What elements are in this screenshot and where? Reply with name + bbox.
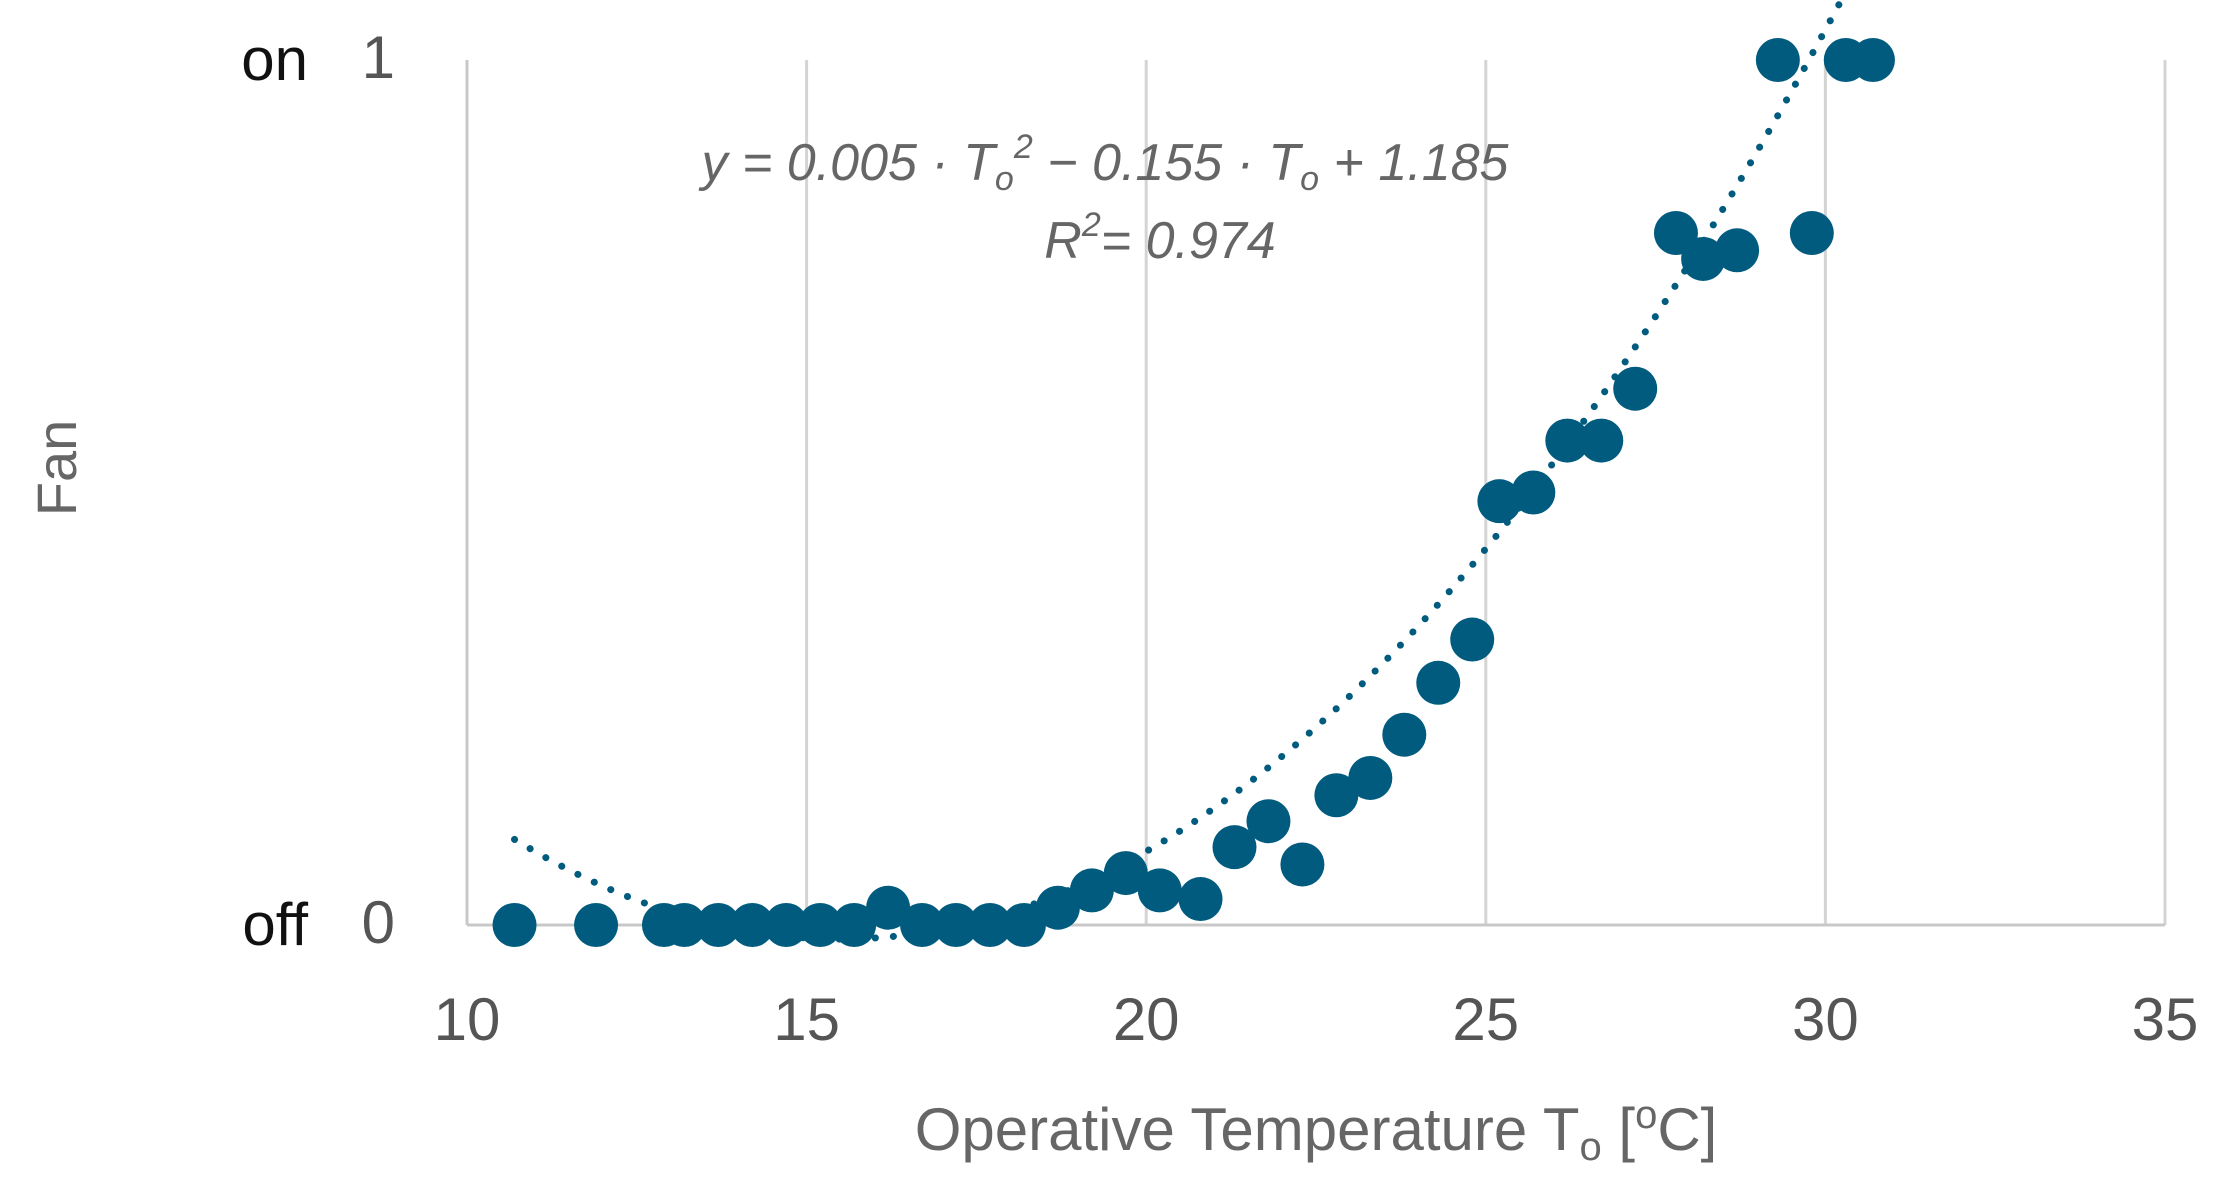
y-tick-label-1: 1 — [362, 24, 395, 91]
data-point-34 — [1715, 228, 1760, 273]
data-point-35 — [1755, 38, 1800, 82]
data-point-7 — [798, 903, 843, 947]
data-points — [492, 38, 1895, 947]
data-point-30 — [1579, 418, 1624, 463]
data-point-36 — [1789, 211, 1834, 255]
data-point-4 — [696, 903, 741, 947]
data-point-16 — [1103, 851, 1148, 896]
x-tick-label-35: 35 — [2132, 986, 2199, 1053]
x-axis-title: Operative Temperature To [oC] — [915, 1093, 1718, 1169]
data-point-29 — [1545, 418, 1590, 463]
equation-subscript-1: o — [995, 160, 1014, 198]
equation-subscript-2: o — [1300, 160, 1319, 198]
x-axis-title-subscript: o — [1579, 1125, 1601, 1169]
data-point-32 — [1653, 211, 1698, 255]
data-point-21 — [1280, 842, 1325, 887]
data-point-3 — [662, 903, 707, 947]
data-point-6 — [764, 903, 809, 947]
x-tick-label-10: 10 — [434, 986, 501, 1053]
data-point-26 — [1450, 617, 1495, 662]
equation-part-y: y = 0.005 · T — [699, 134, 999, 192]
data-point-18 — [1178, 877, 1223, 922]
r-superscript: 2 — [1081, 206, 1101, 244]
y-state-label-off: off — [242, 891, 308, 958]
data-point-13 — [1001, 903, 1046, 947]
data-point-24 — [1382, 712, 1427, 757]
data-point-28 — [1511, 470, 1556, 515]
y-axis-title: Fan — [25, 420, 88, 517]
data-point-33 — [1681, 236, 1726, 281]
data-point-1 — [574, 903, 619, 947]
equation-superscript: 2 — [1013, 128, 1033, 166]
x-tick-label-15: 15 — [773, 986, 840, 1053]
data-point-12 — [967, 903, 1012, 947]
trendline-equation: y = 0.005 · To2 − 0.155 · To + 1.185 — [699, 128, 1510, 198]
x-tick-label-20: 20 — [1113, 986, 1180, 1053]
x-tick-label-25: 25 — [1452, 986, 1519, 1053]
data-point-9 — [866, 885, 911, 930]
data-point-11 — [934, 903, 979, 947]
data-point-20 — [1246, 799, 1291, 844]
data-point-5 — [730, 903, 775, 947]
data-point-22 — [1314, 773, 1359, 818]
y-tick-label-0: 0 — [362, 889, 395, 956]
data-point-25 — [1416, 660, 1461, 705]
x-axis-title-unit-sup: o — [1635, 1093, 1657, 1137]
y-state-label-on: on — [241, 26, 308, 93]
x-axis-title-unit-close: C] — [1657, 1096, 1717, 1163]
r-squared-label: R2= 0.974 — [1044, 206, 1275, 270]
data-point-15 — [1069, 868, 1114, 913]
x-tick-label-30: 30 — [1792, 986, 1859, 1053]
data-point-8 — [832, 903, 877, 947]
r-label: R — [1044, 212, 1082, 270]
data-point-19 — [1212, 825, 1257, 870]
equation-part-mid: − 0.155 · T — [1033, 134, 1304, 192]
data-point-0 — [492, 903, 537, 947]
data-point-17 — [1137, 868, 1182, 913]
data-point-10 — [900, 903, 945, 947]
data-point-14 — [1035, 885, 1080, 930]
data-point-27 — [1477, 479, 1522, 524]
x-axis-title-unit-open: [ — [1602, 1096, 1636, 1163]
x-axis-title-main: Operative Temperature T — [915, 1096, 1580, 1163]
data-point-23 — [1348, 755, 1393, 800]
data-point-31 — [1613, 366, 1658, 411]
r-value: = 0.974 — [1101, 212, 1276, 270]
equation-part-end: + 1.185 — [1319, 134, 1509, 192]
x-tick-labels: 10 15 20 25 30 35 — [434, 986, 2199, 1053]
data-point-38 — [1850, 38, 1895, 82]
